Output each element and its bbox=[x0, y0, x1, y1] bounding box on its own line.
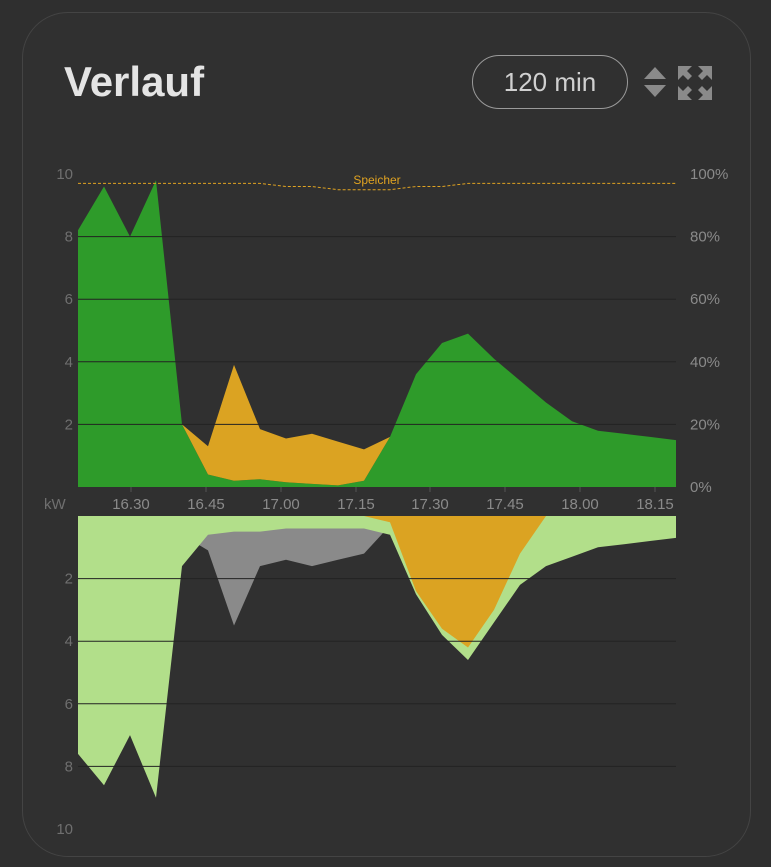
pv-production-area bbox=[78, 180, 676, 488]
x-tick-label: 17.30 bbox=[411, 496, 449, 513]
x-tick-label: 16.30 bbox=[112, 496, 150, 513]
y-unit-label: kW bbox=[44, 496, 67, 513]
y2-tick-label: 0% bbox=[690, 479, 712, 496]
x-tick-label: 17.45 bbox=[486, 496, 524, 513]
y-tick-label: 4 bbox=[65, 633, 73, 650]
y-tick-label: 8 bbox=[65, 758, 73, 775]
y2-tick-label: 40% bbox=[690, 354, 720, 371]
card-title: Verlauf bbox=[64, 58, 205, 105]
x-tick-label: 17.15 bbox=[337, 496, 375, 513]
x-tick-label: 18.00 bbox=[561, 496, 599, 513]
sort-updown-icon[interactable] bbox=[643, 66, 667, 98]
y-tick-label: 10 bbox=[56, 166, 73, 183]
battery-discharge-area bbox=[78, 180, 676, 486]
y-tick-label: 6 bbox=[65, 696, 73, 713]
x-tick-label: 18.15 bbox=[636, 496, 674, 513]
y2-tick-label: 20% bbox=[690, 416, 720, 433]
grid-import-area bbox=[78, 516, 676, 626]
y-tick-label: 8 bbox=[65, 229, 73, 246]
x-tick-label: 16.45 bbox=[187, 496, 225, 513]
y-tick-label: 6 bbox=[65, 291, 73, 308]
soc-label: Speicher bbox=[353, 173, 400, 187]
y2-tick-label: 100% bbox=[690, 166, 728, 183]
house-consumption-area bbox=[78, 516, 676, 798]
y2-tick-label: 80% bbox=[690, 229, 720, 246]
x-tick-label: 17.00 bbox=[262, 496, 300, 513]
y-tick-label: 2 bbox=[65, 571, 73, 588]
y-tick-label: 10 bbox=[56, 821, 73, 838]
time-range-button[interactable]: 120 min bbox=[472, 55, 628, 109]
y-tick-label: 2 bbox=[65, 416, 73, 433]
expand-arrows-icon[interactable] bbox=[678, 66, 712, 100]
y2-tick-label: 60% bbox=[690, 291, 720, 308]
y-tick-label: 4 bbox=[65, 354, 73, 371]
